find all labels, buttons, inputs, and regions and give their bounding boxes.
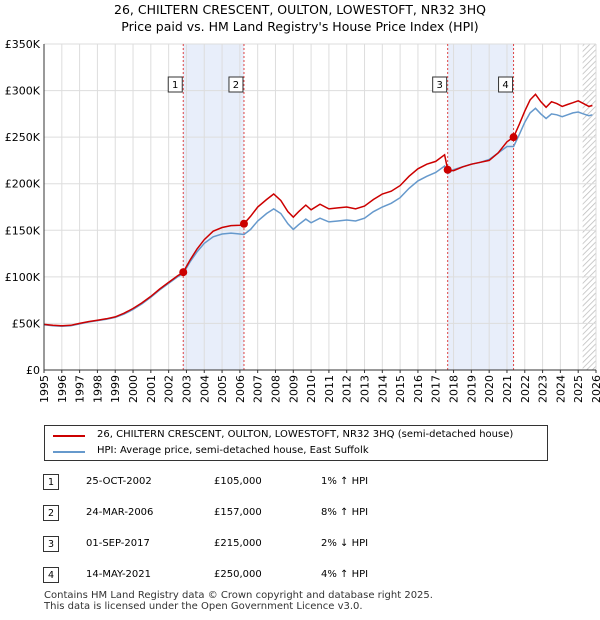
x-tick-label: 2012: [341, 375, 354, 403]
transaction-date: 14-MAY-2021: [86, 569, 152, 580]
legend-swatch-property: [53, 435, 85, 437]
chart-title: 26, CHILTERN CRESCENT, OULTON, LOWESTOFT…: [114, 2, 486, 17]
y-tick-label: £200K: [5, 178, 41, 191]
transaction-hpi: 1% ↑ HPI: [321, 476, 369, 487]
x-tick-label: 2005: [216, 375, 229, 403]
x-tick-label: 2002: [163, 375, 176, 403]
legend-label-hpi: HPI: Average price, semi-detached house,…: [97, 445, 369, 456]
transaction-row: 4 14-MAY-2021 £250,000 4% ↑ HPI: [0, 565, 600, 587]
transaction-date: 25-OCT-2002: [86, 476, 152, 487]
transaction-label-box: [228, 76, 244, 93]
x-tick-label: 1997: [74, 375, 87, 403]
transaction-price: £157,000: [214, 507, 262, 518]
x-tick-label: 2018: [448, 375, 461, 403]
transaction-price: £250,000: [214, 569, 262, 580]
transaction-number: 3: [43, 536, 59, 552]
y-tick-label: £100K: [5, 271, 41, 284]
shaded-period: [447, 44, 514, 370]
shaded-period: [183, 44, 244, 370]
legend-label-property: 26, CHILTERN CRESCENT, OULTON, LOWESTOFT…: [97, 429, 514, 440]
legend: 26, CHILTERN CRESCENT, OULTON, LOWESTOFT…: [44, 425, 548, 461]
transaction-label: 1: [172, 80, 178, 91]
x-tick-label: 2019: [465, 375, 478, 403]
y-tick-label: £50K: [12, 317, 41, 330]
transaction-hpi: 2% ↓ HPI: [321, 538, 369, 549]
y-tick-label: £150K: [5, 224, 41, 237]
x-tick-label: 1999: [109, 375, 122, 403]
transaction-label-box: [432, 76, 448, 93]
footer-copyright: Contains HM Land Registry data © Crown c…: [44, 590, 433, 601]
x-tick-label: 2013: [359, 375, 372, 403]
x-tick-label: 2003: [180, 375, 193, 403]
transaction-number: 4: [43, 567, 59, 583]
transaction-date: 24-MAR-2006: [86, 507, 154, 518]
x-tick-label: 2022: [519, 375, 532, 403]
forecast-region: [582, 44, 596, 370]
x-tick-label: 2025: [572, 375, 585, 403]
transaction-number: 2: [43, 505, 59, 521]
x-tick-label: 2023: [537, 375, 550, 403]
transaction-dot: [239, 219, 248, 228]
x-tick-label: 2011: [323, 375, 336, 403]
transaction-row: 1 25-OCT-2002 £105,000 1% ↑ HPI: [0, 472, 600, 494]
transaction-label-box: [167, 76, 183, 93]
transaction-hpi: 8% ↑ HPI: [321, 507, 369, 518]
x-tick-label: 2020: [483, 375, 496, 403]
transaction-date: 01-SEP-2017: [86, 538, 150, 549]
x-tick-label: 2000: [127, 375, 140, 403]
x-tick-label: 2010: [305, 375, 318, 403]
transaction-dot: [179, 268, 188, 277]
x-tick-label: 2015: [394, 375, 407, 403]
transaction-row: 2 24-MAR-2006 £157,000 8% ↑ HPI: [0, 503, 600, 525]
transaction-dot: [443, 165, 452, 174]
x-tick-label: 2017: [430, 375, 443, 403]
transaction-price: £105,000: [214, 476, 262, 487]
x-tick-label: 2009: [287, 375, 300, 403]
footer-licence: This data is licensed under the Open Gov…: [44, 601, 363, 612]
x-tick-label: 2004: [198, 375, 211, 403]
transaction-label: 3: [436, 80, 442, 91]
x-tick-label: 1996: [56, 375, 69, 403]
y-tick-label: £0: [26, 364, 40, 377]
x-tick-label: 1995: [38, 375, 51, 403]
transaction-label-box: [498, 76, 514, 93]
transaction-dot: [509, 133, 518, 142]
x-tick-label: 2007: [252, 375, 265, 403]
chart-subtitle: Price paid vs. HM Land Registry's House …: [121, 19, 479, 34]
y-tick-label: £350K: [5, 38, 41, 51]
price-chart: 1 2 3 4 £0 £50K £100K £150K £200K £250K £300K £350K…: [5, 38, 600, 403]
x-tick-label: 1998: [91, 375, 104, 403]
x-tick-label: 2021: [501, 375, 514, 403]
x-tick-label: 2026: [590, 375, 600, 403]
transaction-number: 1: [43, 474, 59, 490]
x-tick-label: 2024: [554, 375, 567, 403]
y-tick-label: £300K: [5, 85, 41, 98]
transaction-label: 2: [233, 80, 239, 91]
transaction-row: 3 01-SEP-2017 £215,000 2% ↓ HPI: [0, 534, 600, 556]
footer: Contains HM Land Registry data © Crown c…: [44, 590, 433, 612]
x-tick-label: 2008: [269, 375, 282, 403]
x-tick-label: 2014: [376, 375, 389, 403]
transaction-price: £215,000: [214, 538, 262, 549]
transaction-hpi: 4% ↑ HPI: [321, 569, 369, 580]
x-tick-label: 2016: [412, 375, 425, 403]
y-tick-label: £250K: [5, 131, 41, 144]
legend-swatch-hpi: [53, 451, 85, 453]
transaction-label: 4: [502, 80, 508, 91]
x-tick-label: 2001: [145, 375, 158, 403]
property-price-line: [43, 93, 593, 327]
x-tick-label: 2006: [234, 375, 247, 403]
